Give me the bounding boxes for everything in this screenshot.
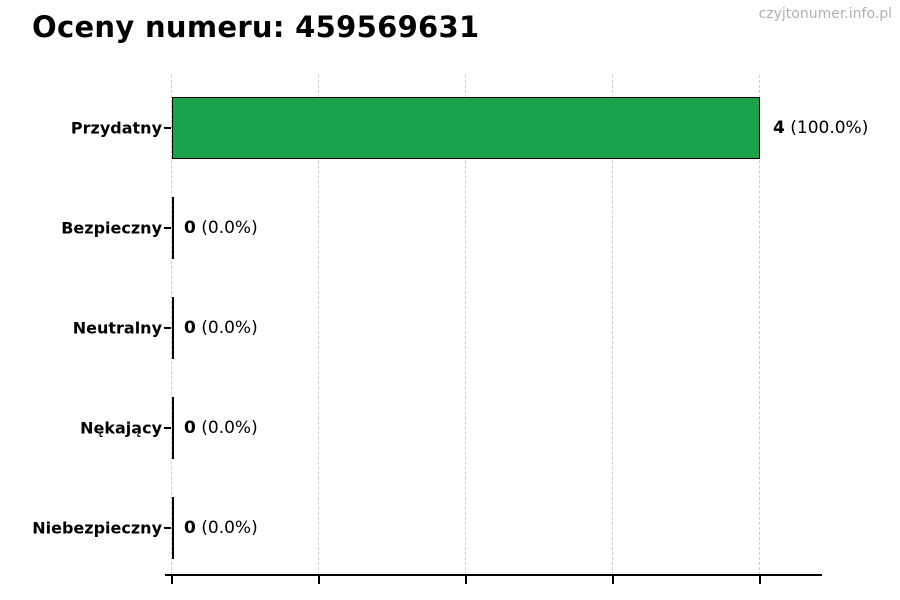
gridline-2 — [465, 75, 466, 575]
value-count: 4 — [773, 118, 785, 138]
value-count: 0 — [184, 218, 196, 238]
bar-row-bezpieczny: Bezpieczny 0 (0.0%) — [0, 197, 900, 259]
bar-neutralny — [172, 297, 174, 359]
y-axis-tick — [164, 427, 171, 429]
bar-nekajacy — [172, 397, 174, 459]
category-label: Niebezpieczny — [32, 518, 162, 538]
bar-niebezpieczny — [172, 497, 174, 559]
category-label: Przydatny — [70, 118, 162, 138]
category-label: Nękający — [80, 418, 162, 438]
x-axis-tick-3 — [612, 576, 614, 584]
x-axis-tick-4 — [759, 576, 761, 584]
gridline-4 — [759, 75, 760, 575]
gridline-3 — [612, 75, 613, 575]
value-count: 0 — [184, 418, 196, 438]
value-count: 0 — [184, 518, 196, 538]
x-axis-tick-1 — [318, 576, 320, 584]
gridline-1 — [318, 75, 319, 575]
value-label: 0 (0.0%) — [184, 318, 258, 338]
value-label: 0 (0.0%) — [184, 518, 258, 538]
value-label: 0 (0.0%) — [184, 218, 258, 238]
bar-row-nekajacy: Nękający 0 (0.0%) — [0, 397, 900, 459]
y-axis-tick — [164, 527, 171, 529]
category-label: Bezpieczny — [61, 218, 162, 238]
y-axis-tick — [164, 127, 171, 129]
value-count: 0 — [184, 318, 196, 338]
chart-title: Oceny numeru: 459569631 — [32, 10, 480, 44]
value-label: 0 (0.0%) — [184, 418, 258, 438]
category-label: Neutralny — [72, 318, 162, 338]
value-percent: (0.0%) — [201, 218, 258, 238]
watermark-text: czyjtonumer.info.pl — [758, 6, 892, 22]
bar-row-niebezpieczny: Niebezpieczny 0 (0.0%) — [0, 497, 900, 559]
x-axis-tick-0 — [171, 576, 173, 584]
bar-przydatny — [172, 97, 760, 159]
value-percent: (0.0%) — [201, 518, 258, 538]
value-percent: (0.0%) — [201, 318, 258, 338]
gridline-0 — [171, 75, 172, 575]
y-axis-tick — [164, 227, 171, 229]
bar-row-przydatny: Przydatny 4 (100.0%) — [0, 97, 900, 159]
value-percent: (0.0%) — [201, 418, 258, 438]
bar-bezpieczny — [172, 197, 174, 259]
x-axis-line — [165, 574, 822, 576]
bar-row-neutralny: Neutralny 0 (0.0%) — [0, 297, 900, 359]
value-percent: (100.0%) — [790, 118, 869, 138]
x-axis-tick-2 — [465, 576, 467, 584]
value-label: 4 (100.0%) — [773, 118, 868, 138]
y-axis-tick — [164, 327, 171, 329]
